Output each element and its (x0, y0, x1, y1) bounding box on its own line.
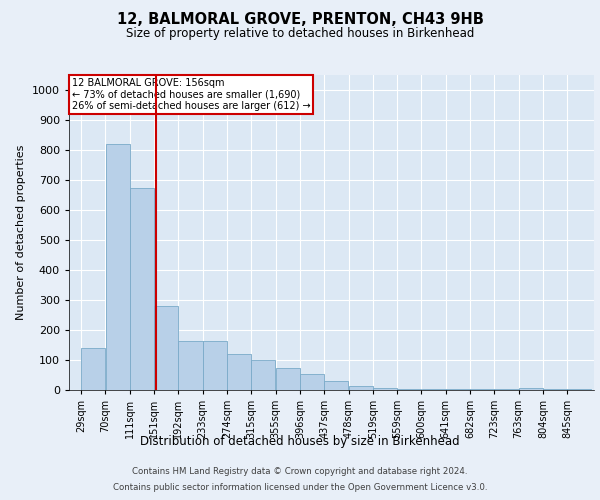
Bar (178, 340, 203, 390)
Text: 12 BALMORAL GROVE: 156sqm
← 73% of detached houses are smaller (1,690)
26% of se: 12 BALMORAL GROVE: 156sqm ← 73% of detac… (71, 78, 310, 112)
Bar (300, 374, 324, 390)
Bar (519, 388, 543, 390)
Text: Contains public sector information licensed under the Open Government Licence v3: Contains public sector information licen… (113, 482, 487, 492)
Text: Contains HM Land Registry data © Crown copyright and database right 2024.: Contains HM Land Registry data © Crown c… (132, 468, 468, 476)
Bar (373, 388, 397, 390)
Bar (106, 144, 130, 390)
Bar (154, 306, 178, 390)
Bar (276, 368, 300, 390)
Text: Distribution of detached houses by size in Birkenhead: Distribution of detached houses by size … (140, 435, 460, 448)
Text: 12, BALMORAL GROVE, PRENTON, CH43 9HB: 12, BALMORAL GROVE, PRENTON, CH43 9HB (116, 12, 484, 28)
Bar (349, 386, 373, 390)
Bar (130, 188, 154, 390)
Bar (203, 340, 227, 390)
Y-axis label: Number of detached properties: Number of detached properties (16, 145, 26, 320)
Bar (81, 348, 106, 390)
Bar (251, 360, 275, 390)
Bar (325, 381, 349, 390)
Text: Size of property relative to detached houses in Birkenhead: Size of property relative to detached ho… (126, 28, 474, 40)
Bar (227, 354, 251, 390)
